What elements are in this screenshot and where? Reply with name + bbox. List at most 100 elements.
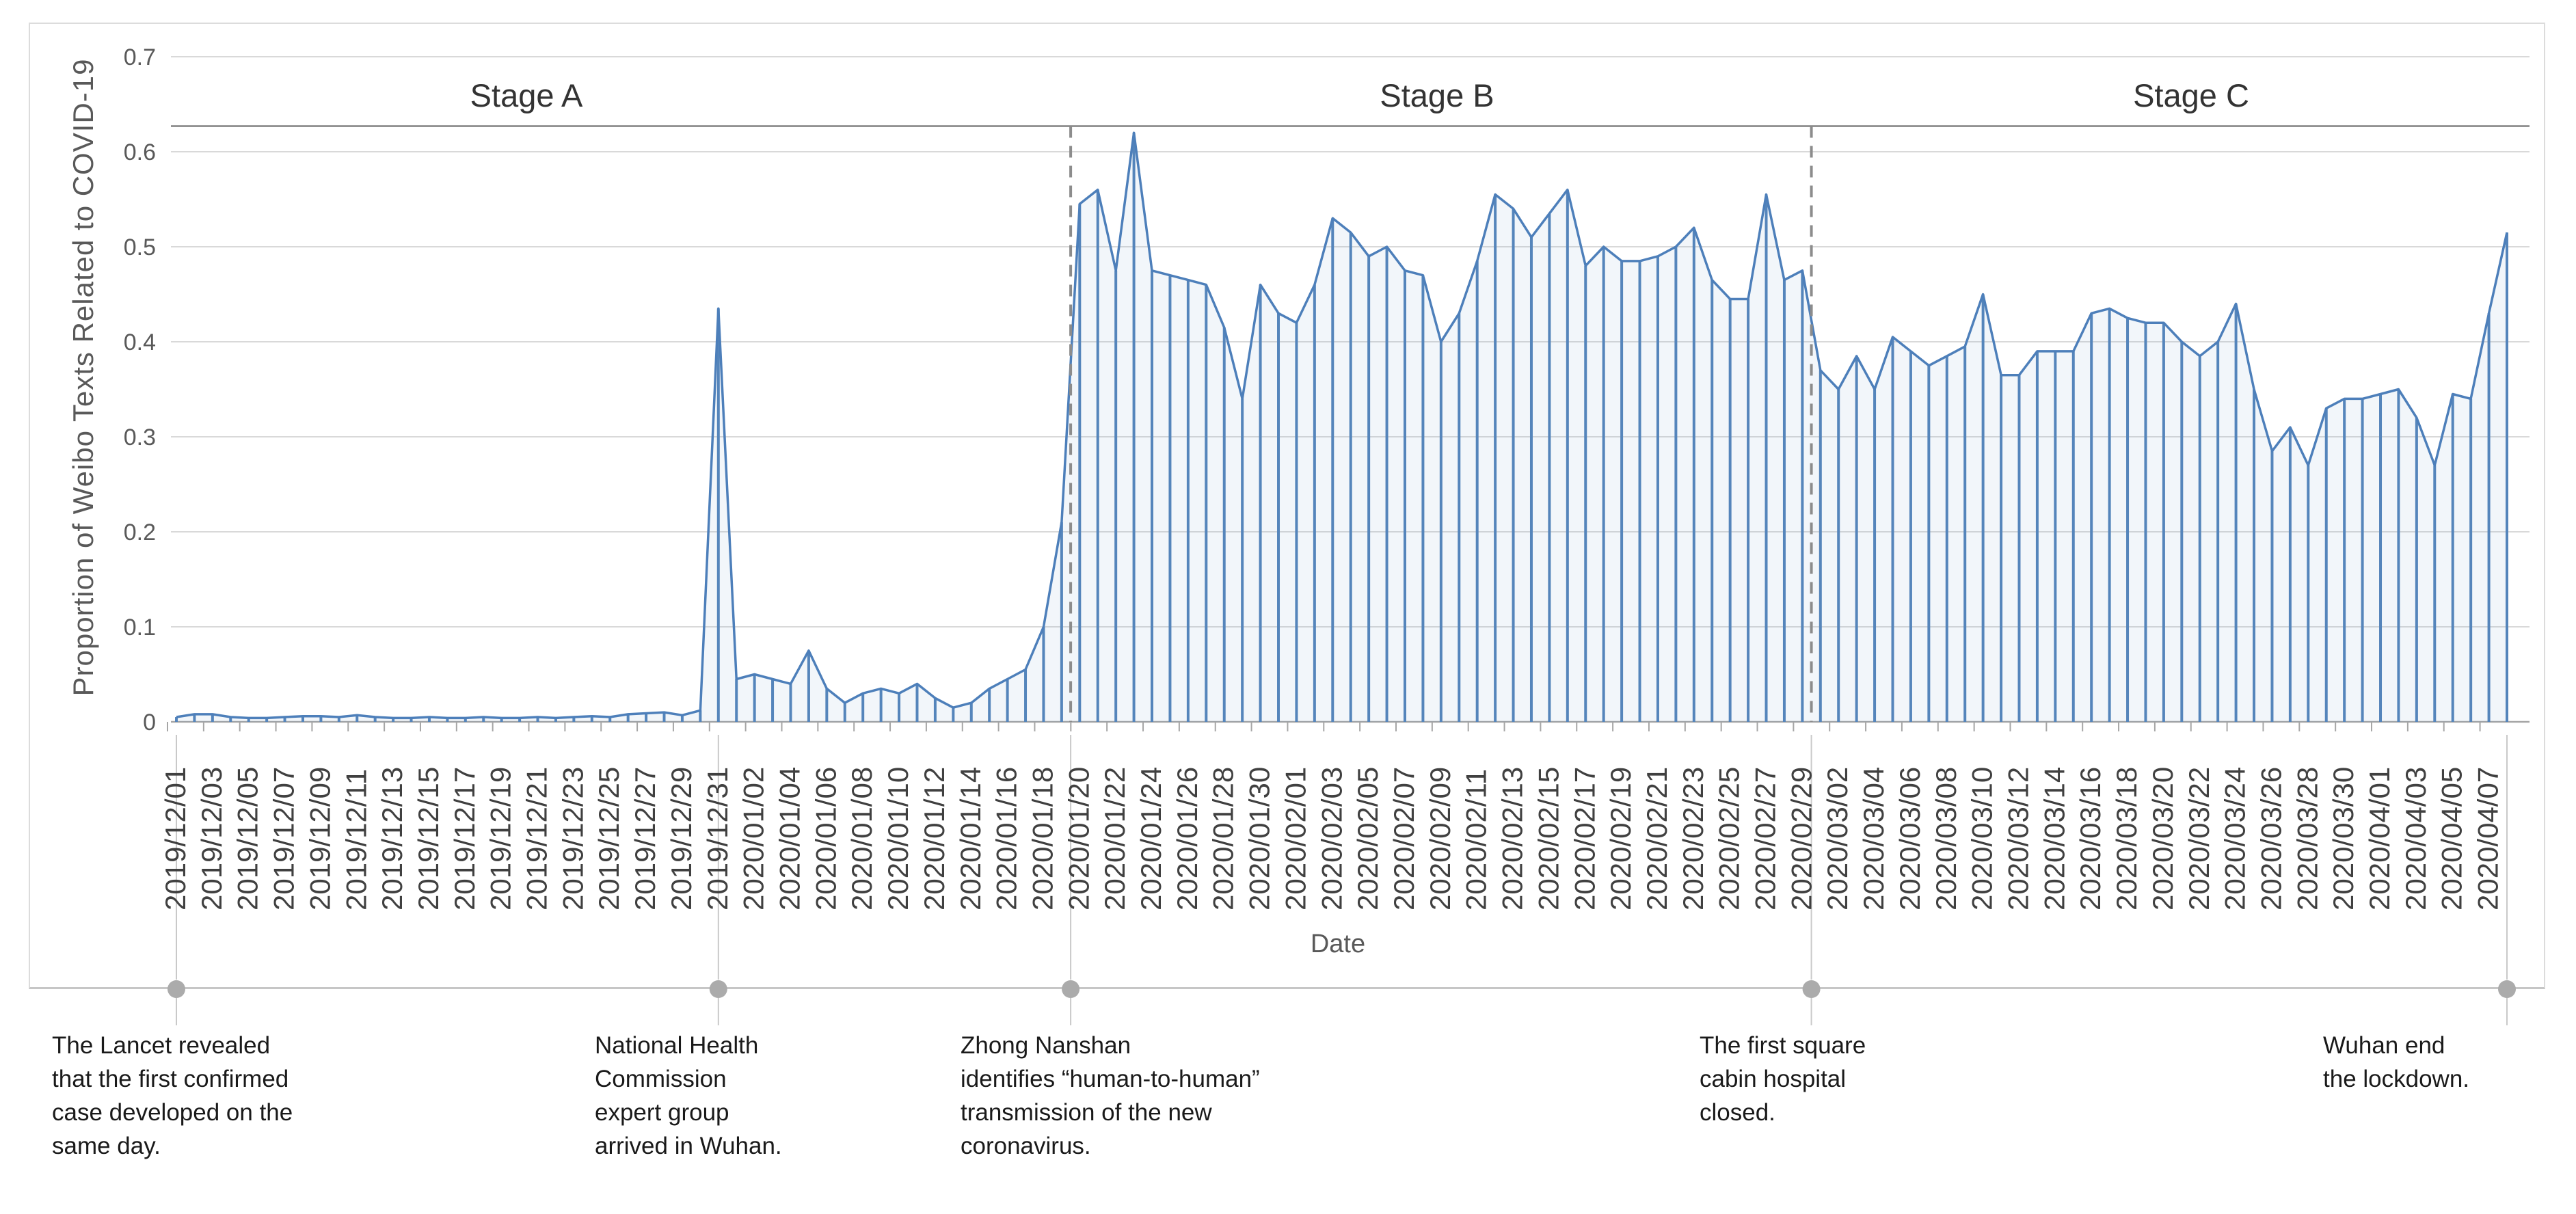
svg-text:2020/03/04: 2020/03/04 xyxy=(1857,767,1890,910)
svg-text:2019/12/25: 2019/12/25 xyxy=(593,767,625,910)
annotation-line: coronavirus. xyxy=(961,1133,1091,1159)
svg-text:2019/12/03: 2019/12/03 xyxy=(196,767,228,910)
svg-text:2020/01/10: 2020/01/10 xyxy=(882,767,914,910)
annotation-line: case developed on the xyxy=(52,1099,293,1126)
annotation-line: expert group xyxy=(595,1099,729,1126)
svg-text:0.5: 0.5 xyxy=(124,234,156,260)
svg-text:2020/01/02: 2020/01/02 xyxy=(738,767,770,910)
annotation-line: National Health xyxy=(595,1032,759,1059)
svg-text:2020/04/03: 2020/04/03 xyxy=(2400,767,2432,910)
x-axis-title: Date xyxy=(1310,930,1366,958)
svg-text:2020/03/02: 2020/03/02 xyxy=(1821,767,1853,910)
svg-text:2019/12/21: 2019/12/21 xyxy=(521,767,553,910)
svg-text:2019/12/09: 2019/12/09 xyxy=(304,767,336,910)
svg-text:2019/12/11: 2019/12/11 xyxy=(340,769,372,910)
svg-text:2019/12/23: 2019/12/23 xyxy=(556,767,589,910)
svg-text:0.7: 0.7 xyxy=(124,44,156,70)
series-area-fill xyxy=(176,133,2507,722)
svg-text:2020/02/13: 2020/02/13 xyxy=(1497,767,1529,910)
svg-text:2020/04/07: 2020/04/07 xyxy=(2472,767,2504,910)
svg-text:2020/03/28: 2020/03/28 xyxy=(2291,767,2323,910)
stage-a-label: Stage A xyxy=(470,77,583,113)
svg-text:2020/01/20: 2020/01/20 xyxy=(1062,767,1095,910)
svg-text:2020/02/21: 2020/02/21 xyxy=(1641,767,1673,910)
svg-text:2020/02/09: 2020/02/09 xyxy=(1424,767,1456,910)
stage-divider-dashed-lines xyxy=(1069,126,1813,722)
svg-text:2019/12/17: 2019/12/17 xyxy=(448,767,481,910)
svg-text:2019/12/15: 2019/12/15 xyxy=(412,767,444,910)
stage-c-label: Stage C xyxy=(2133,77,2249,113)
svg-text:2020/02/05: 2020/02/05 xyxy=(1352,767,1384,910)
svg-text:2019/12/19: 2019/12/19 xyxy=(485,767,517,910)
svg-text:2020/01/16: 2020/01/16 xyxy=(991,767,1023,910)
annotation-line: identifies “human-to-human” xyxy=(961,1066,1260,1092)
annotation-line: Commission xyxy=(595,1066,727,1092)
x-tick-marks xyxy=(167,722,2481,731)
annotation-line: Wuhan end xyxy=(2323,1032,2445,1059)
svg-text:0.2: 0.2 xyxy=(124,520,156,545)
annotation-line: The Lancet revealed xyxy=(52,1032,271,1059)
svg-text:2020/01/14: 2020/01/14 xyxy=(954,767,987,910)
svg-text:2020/01/18: 2020/01/18 xyxy=(1026,767,1058,910)
svg-text:0: 0 xyxy=(143,710,156,736)
svg-text:2020/03/18: 2020/03/18 xyxy=(2110,767,2143,910)
annotation-line: cabin hospital xyxy=(1700,1066,1847,1092)
annotation-line: arrived in Wuhan. xyxy=(595,1133,782,1159)
annotation-line: transmission of the new xyxy=(961,1099,1212,1126)
svg-text:2019/12/31: 2019/12/31 xyxy=(701,767,734,910)
svg-text:2020/04/05: 2020/04/05 xyxy=(2436,767,2468,910)
svg-text:2020/02/29: 2020/02/29 xyxy=(1785,767,1817,910)
svg-text:2020/03/26: 2020/03/26 xyxy=(2255,767,2287,910)
svg-text:2020/03/20: 2020/03/20 xyxy=(2147,767,2179,910)
stage-b-label: Stage B xyxy=(1380,77,1494,113)
svg-text:2019/12/29: 2019/12/29 xyxy=(665,767,697,910)
event-annotation-cabin-hospital: The first square cabin hospital closed. xyxy=(1700,1029,1866,1129)
y-axis-title: Proportion of Weibo Texts Related to COV… xyxy=(67,58,99,697)
svg-text:2019/12/05: 2019/12/05 xyxy=(232,767,264,910)
svg-text:0.1: 0.1 xyxy=(124,615,156,640)
event-annotation-zhong-nanshan: Zhong Nanshan identifies “human-to-human… xyxy=(961,1029,1260,1163)
svg-text:2020/02/19: 2020/02/19 xyxy=(1605,767,1637,910)
annotation-line: same day. xyxy=(52,1133,161,1159)
y-gridlines xyxy=(171,56,2530,628)
svg-text:2020/02/27: 2020/02/27 xyxy=(1749,767,1782,910)
svg-text:2020/03/24: 2020/03/24 xyxy=(2219,767,2251,910)
svg-text:2019/12/27: 2019/12/27 xyxy=(629,767,661,910)
svg-text:2020/03/14: 2020/03/14 xyxy=(2038,767,2070,910)
svg-text:0.6: 0.6 xyxy=(124,139,156,165)
annotation-line: the lockdown. xyxy=(2323,1066,2470,1092)
svg-text:2020/03/08: 2020/03/08 xyxy=(1930,767,1962,910)
svg-text:0.3: 0.3 xyxy=(124,424,156,450)
event-annotation-nhc-experts: National Health Commission expert group … xyxy=(595,1029,782,1163)
series-drop-lines xyxy=(175,133,2508,722)
svg-text:2020/03/10: 2020/03/10 xyxy=(1966,767,1998,910)
svg-text:2020/02/07: 2020/02/07 xyxy=(1388,767,1420,910)
svg-text:2020/03/22: 2020/03/22 xyxy=(2183,767,2215,910)
svg-text:2020/01/12: 2020/01/12 xyxy=(918,767,950,910)
y-tick-labels: 0 0.1 0.2 0.3 0.4 0.5 0.6 0.7 xyxy=(124,44,156,736)
svg-text:2019/12/13: 2019/12/13 xyxy=(376,767,408,910)
svg-text:2020/01/08: 2020/01/08 xyxy=(846,767,878,910)
svg-text:2020/02/01: 2020/02/01 xyxy=(1279,767,1311,910)
svg-text:2019/12/01: 2019/12/01 xyxy=(159,767,191,910)
svg-text:2020/03/16: 2020/03/16 xyxy=(2074,767,2106,910)
event-annotation-lancet: The Lancet revealed that the first confi… xyxy=(52,1029,293,1163)
svg-text:2020/02/25: 2020/02/25 xyxy=(1713,767,1745,910)
svg-text:2020/01/26: 2020/01/26 xyxy=(1171,767,1203,910)
event-annotation-wuhan-lockdown-end: Wuhan end the lockdown. xyxy=(2323,1029,2469,1096)
svg-text:2020/02/15: 2020/02/15 xyxy=(1532,767,1564,910)
annotation-line: closed. xyxy=(1700,1099,1775,1126)
svg-text:2020/01/04: 2020/01/04 xyxy=(773,767,805,910)
svg-text:2020/02/03: 2020/02/03 xyxy=(1315,767,1347,910)
svg-text:2020/02/11: 2020/02/11 xyxy=(1460,769,1492,910)
svg-text:2020/03/12: 2020/03/12 xyxy=(2002,767,2034,910)
chart-outer-border xyxy=(29,23,2545,989)
annotation-line: that the first confirmed xyxy=(52,1066,289,1092)
annotation-line: The first square xyxy=(1700,1032,1866,1059)
svg-text:2020/03/30: 2020/03/30 xyxy=(2327,767,2359,910)
svg-text:2019/12/07: 2019/12/07 xyxy=(268,767,300,910)
x-tick-labels: 2019/12/01 2019/12/03 2019/12/05 2019/12/07… xyxy=(159,767,2504,910)
svg-text:2020/03/06: 2020/03/06 xyxy=(1894,767,1926,910)
